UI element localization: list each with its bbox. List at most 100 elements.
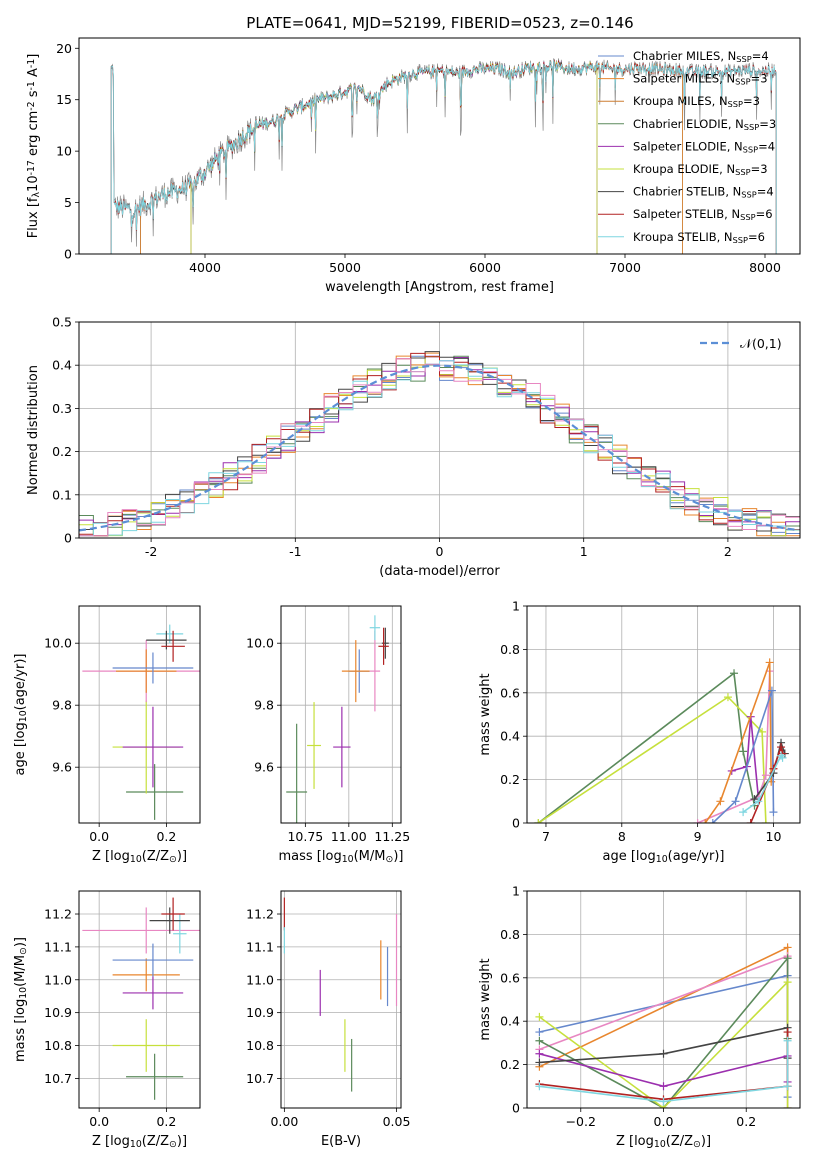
y-tick-label: 10.7 [246, 1071, 274, 1086]
chart-spectrum: 4000 5000 6000 7000 8000 0 5 10 15 20 wavelength [… [26, 37, 801, 295]
weight-point-marker [659, 1082, 668, 1091]
weight-point-marker [731, 797, 740, 806]
y-tick-label: 0.8 [500, 927, 520, 942]
weight-point-marker [535, 1049, 544, 1058]
weight-point-marker [783, 954, 792, 963]
x-tick-label: 0.0 [89, 1114, 109, 1129]
legend-label: Chabrier ELODIE, NSSP=3 [633, 117, 776, 132]
y-tick-label: 0.2 [52, 444, 72, 459]
x-axis-label: Z [log10(Z/Z⊙)] [616, 1134, 711, 1150]
y-tick-label: 9.8 [52, 698, 72, 713]
errorbar-point [381, 627, 389, 659]
chart-ebv_vs_mass: 0.00 0.05 10.7 10.8 10.9 11.0 11.1 11.2 E(B-V) [246, 890, 410, 1149]
y-tick-label: 10.7 [44, 1071, 72, 1086]
y-tick-label: 5 [64, 195, 72, 210]
errorbar-point [122, 976, 184, 1010]
weight-point-marker [535, 1012, 544, 1021]
weight-point-marker [659, 1049, 668, 1058]
legend-label: Salpeter ELODIE, NSSP=4 [633, 139, 775, 154]
weight-point-marker [783, 1082, 792, 1091]
errorbar-point [369, 630, 381, 712]
y-tick-label: 0.4 [500, 729, 520, 744]
legend-label: Kroupa ELODIE, NSSP=3 [633, 162, 768, 177]
weight-point-marker [693, 819, 702, 823]
axes-frame [280, 605, 402, 824]
x-axis-label: age [log10(age/yr)] [603, 849, 725, 865]
weight-point-marker [534, 819, 543, 823]
y-tick-label: 11.1 [44, 939, 72, 954]
x-tick-label: 8000 [749, 260, 781, 275]
y-tick-label: 0 [512, 816, 520, 831]
errorbar-point [149, 907, 190, 934]
x-tick-label: 11.25 [374, 829, 410, 844]
x-axis-label: E(B-V) [321, 1134, 361, 1149]
x-tick-label: 5000 [329, 260, 361, 275]
y-tick-label: 10.0 [44, 636, 72, 651]
chart-z_vs_age: 0.0 0.2 9.6 9.8 10.0 Z [log10(Z/Z⊙)] age [log1… [13, 605, 201, 865]
model-spectrum-series [140, 60, 683, 254]
errorbar-point [112, 652, 194, 684]
y-tick-label: 0.6 [500, 970, 520, 985]
errorbar-point [82, 907, 200, 954]
plot-area [79, 351, 800, 537]
x-tick-label: 4000 [189, 260, 221, 275]
x-tick-label: 9 [694, 829, 702, 844]
y-tick-label: 0 [512, 1101, 520, 1116]
y-tick-label: 9.6 [52, 760, 72, 775]
weight-point-marker [769, 808, 778, 817]
y-tick-label: 10 [56, 144, 72, 159]
weight-series-line [749, 744, 784, 823]
x-tick-label: 8 [618, 829, 626, 844]
weight-series-line [742, 754, 784, 813]
x-axis-label: wavelength [Angstrom, rest frame] [325, 280, 554, 295]
y-axis-label: mass weight [478, 673, 493, 755]
y-tick-label: 15 [56, 92, 72, 107]
y-tick-label: 0.1 [52, 487, 72, 502]
weight-series-line [704, 662, 772, 823]
errorbar-point [369, 615, 381, 641]
chart-z_vs_weight: −0.2 0.0 0.2 0 0.2 0.4 0.6 0.8 1 Z [log10(Z/Z⊙)] m… [478, 884, 801, 1150]
x-tick-label: 0 [436, 544, 444, 559]
chart-z_vs_mass: 0.0 0.2 10.7 10.8 10.9 11.0 11.1 11.2 Z [log10(Z… [13, 890, 201, 1150]
x-tick-label: 10.75 [287, 829, 323, 844]
weight-point-marker [701, 819, 710, 823]
weight-point-marker [723, 693, 732, 702]
plot-area [534, 658, 789, 823]
residual-histogram [79, 360, 800, 537]
errorbar-point [112, 1019, 180, 1072]
legend-label: 𝒩(0,1) [740, 336, 782, 351]
y-axis-label: mass weight [478, 958, 493, 1040]
errorbar-point [161, 630, 185, 662]
x-tick-label: 0.2 [156, 829, 176, 844]
plot-area [82, 897, 200, 1100]
weight-point-marker [739, 808, 748, 817]
y-tick-label: 0.4 [500, 1014, 520, 1029]
errorbar-point [378, 627, 389, 665]
chart-residuals: -2 -1 0 1 2 0 0.1 0.2 0.3 0.4 0.5 (data-model)/erro… [26, 315, 801, 579]
y-tick-label: 0.2 [500, 1057, 520, 1072]
weight-point-marker [716, 797, 725, 806]
weight-point-marker [730, 669, 739, 678]
errorbar-point [112, 943, 194, 977]
y-tick-label: 10.0 [246, 636, 274, 651]
axes-frame [78, 37, 801, 255]
x-tick-label: 6000 [469, 260, 501, 275]
weight-point-marker [783, 978, 792, 987]
weight-point-marker [535, 1082, 544, 1091]
y-tick-label: 9.8 [254, 698, 274, 713]
weight-series-line [537, 671, 756, 823]
spectrum-legend: Chabrier MILES, NSSP=4 Salpeter MILES, NS… [598, 49, 776, 245]
y-tick-label: 10.8 [44, 1038, 72, 1053]
weight-series-line [731, 716, 760, 798]
axes-frame [526, 605, 801, 824]
y-tick-label: 11.1 [246, 939, 274, 954]
legend-label: Salpeter MILES, NSSP=3 [633, 72, 768, 87]
chart-mass_vs_age: 10.75 11.00 11.25 9.6 9.8 10.0 mass [log10(M/M… [246, 605, 410, 865]
weight-point-marker [708, 819, 717, 823]
y-tick-label: 0.3 [52, 401, 72, 416]
errorbar-point [126, 764, 184, 820]
residual-histogram [79, 358, 800, 537]
weight-series-line [537, 696, 767, 823]
weight-point-marker [783, 1036, 792, 1045]
